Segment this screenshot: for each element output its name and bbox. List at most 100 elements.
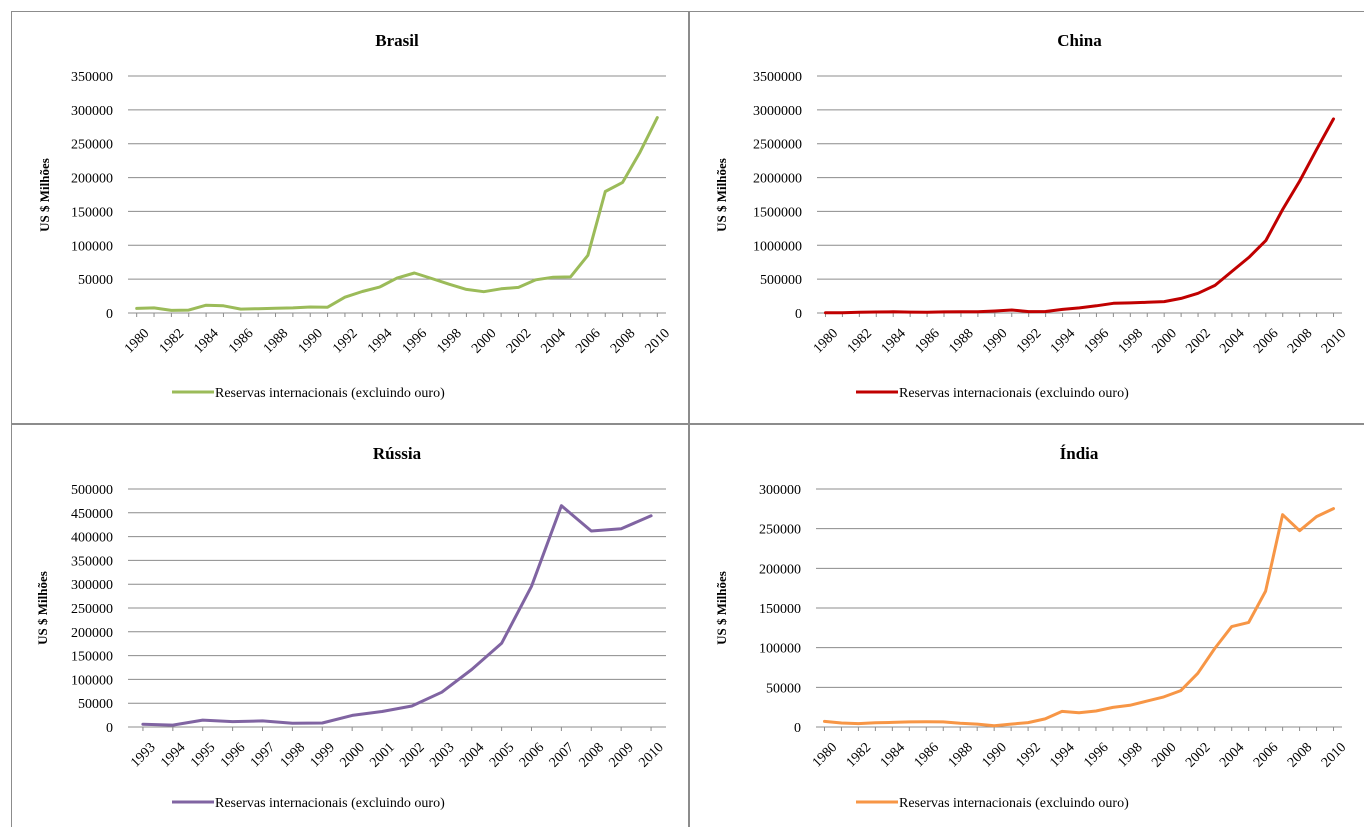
y-axis-label: US $ Milhões <box>714 158 729 232</box>
y-tick-label: 150000 <box>71 205 113 220</box>
x-tick-label: 1992 <box>1013 740 1043 770</box>
x-tick-label: 2001 <box>367 740 397 770</box>
frame-horizontal-divider <box>11 423 1364 425</box>
y-tick-label: 350000 <box>71 70 113 85</box>
x-tick-label: 1988 <box>946 740 976 770</box>
chart-svg: Índia US $ Milhões 0 50000 100000 150000 20000… <box>714 444 1349 811</box>
y-tick-label: 300000 <box>71 578 113 593</box>
y-tick-label: 150000 <box>759 602 801 617</box>
x-tick-label: 1994 <box>158 740 188 770</box>
x-tick-label: 2006 <box>1251 740 1281 770</box>
frame-vertical-divider <box>688 11 690 827</box>
x-tick-label: 1986 <box>912 740 942 770</box>
y-tick-label: 0 <box>106 307 113 322</box>
x-tick-label: 2010 <box>1319 326 1349 356</box>
x-tick-label: 1980 <box>810 740 840 770</box>
series-line <box>135 116 659 312</box>
x-tick-label: 1980 <box>811 326 841 356</box>
x-tick-label: 1982 <box>845 326 875 356</box>
x-tick-label: 1990 <box>980 326 1010 356</box>
x-tick-label: 1998 <box>1115 740 1145 770</box>
x-tick-label: 1999 <box>308 740 338 770</box>
x-tick-label: 1996 <box>218 740 248 770</box>
x-tick-label: 2002 <box>504 326 534 356</box>
y-tick-label: 0 <box>106 721 113 736</box>
chart-title: Índia <box>1060 444 1099 463</box>
y-axis-label: US $ Milhões <box>37 158 52 232</box>
chart-svg: Rússia US $ Milhões 0 50000 100000 150000 2000… <box>35 444 667 811</box>
y-tick-label: 500000 <box>71 483 113 498</box>
y-tick-label: 200000 <box>759 562 801 577</box>
y-axis-label: US $ Milhões <box>714 571 729 645</box>
y-tick-label: 2500000 <box>753 138 802 153</box>
chart-svg: Brasil US $ Milhões 0 50000 100000 150000 2000… <box>37 31 673 401</box>
y-tick-label: 1000000 <box>753 239 802 254</box>
x-tick-label: 2006 <box>573 326 603 356</box>
x-tick-label: 2010 <box>636 740 666 770</box>
chart-title: China <box>1057 31 1102 50</box>
y-tick-label: 450000 <box>71 507 113 522</box>
x-tick-label: 2004 <box>457 740 487 770</box>
x-tick-label: 1988 <box>946 326 976 356</box>
y-tick-label: 3000000 <box>753 104 802 119</box>
x-tick-label: 2000 <box>338 740 368 770</box>
x-tick-label: 1986 <box>226 326 256 356</box>
series-line <box>824 117 1335 315</box>
x-tick-label: 2002 <box>1183 326 1213 356</box>
chart-panel-brasil: Brasil US $ Milhões 0 50000 100000 150000 2000… <box>0 0 689 424</box>
x-tick-label: 1994 <box>365 326 395 356</box>
x-tick-label: 2006 <box>1251 326 1281 356</box>
x-tick-label: 1996 <box>1082 326 1112 356</box>
legend-label: Reservas internacionais (excluindo ouro) <box>899 796 1129 811</box>
y-tick-label: 100000 <box>71 239 113 254</box>
x-tick-label: 2003 <box>427 740 457 770</box>
x-tick-label: 1982 <box>844 740 874 770</box>
y-tick-label: 3500000 <box>753 70 802 85</box>
x-tick-label: 1984 <box>879 326 909 356</box>
x-tick-label: 1988 <box>261 326 291 356</box>
x-tick-label: 1998 <box>1116 326 1146 356</box>
x-tick-label: 1992 <box>330 326 360 356</box>
y-tick-label: 150000 <box>71 650 113 665</box>
x-tick-label: 1986 <box>912 326 942 356</box>
x-tick-label: 2008 <box>1285 740 1315 770</box>
chart-title: Brasil <box>375 31 419 50</box>
chart-panel-russia: Rússia US $ Milhões 0 50000 100000 150000 2000… <box>0 424 689 827</box>
x-tick-label: 2008 <box>577 740 607 770</box>
legend-label: Reservas internacionais (excluindo ouro) <box>215 796 445 811</box>
y-tick-label: 300000 <box>71 104 113 119</box>
x-tick-label: 1996 <box>1081 740 1111 770</box>
x-tick-label: 2009 <box>607 740 637 770</box>
frame-left <box>11 11 12 827</box>
chart-panel-china: China US $ Milhões 0 500000 1000000 1500000 20… <box>689 0 1364 424</box>
x-tick-label: 2002 <box>397 740 427 770</box>
x-tick-label: 2004 <box>1217 326 1247 356</box>
x-tick-label: 2010 <box>1319 740 1349 770</box>
x-tick-label: 1995 <box>188 740 218 770</box>
x-tick-label: 1990 <box>980 740 1010 770</box>
x-tick-label: 2004 <box>1217 740 1247 770</box>
x-tick-label: 1994 <box>1047 740 1077 770</box>
y-tick-label: 400000 <box>71 531 113 546</box>
y-tick-label: 2000000 <box>753 172 802 187</box>
y-tick-label: 50000 <box>78 273 113 288</box>
chart-svg: China US $ Milhões 0 500000 1000000 1500000 20… <box>714 31 1349 401</box>
series-line <box>823 507 1335 728</box>
y-tick-label: 200000 <box>71 626 113 641</box>
y-tick-label: 50000 <box>78 697 113 712</box>
x-tick-label: 2000 <box>1150 326 1180 356</box>
frame-top <box>11 11 1364 12</box>
x-tick-label: 1997 <box>248 740 278 770</box>
y-tick-label: 250000 <box>71 602 113 617</box>
x-tick-label: 2008 <box>1285 326 1315 356</box>
x-tick-label: 1982 <box>157 326 187 356</box>
legend-label: Reservas internacionais (excluindo ouro) <box>215 386 445 401</box>
x-tick-label: 1980 <box>122 326 152 356</box>
y-tick-label: 1500000 <box>753 205 802 220</box>
x-tick-label: 2004 <box>539 326 569 356</box>
y-tick-label: 500000 <box>760 273 802 288</box>
legend-label: Reservas internacionais (excluindo ouro) <box>899 386 1129 401</box>
y-tick-label: 0 <box>795 307 802 322</box>
x-tick-label: 2000 <box>1149 740 1179 770</box>
